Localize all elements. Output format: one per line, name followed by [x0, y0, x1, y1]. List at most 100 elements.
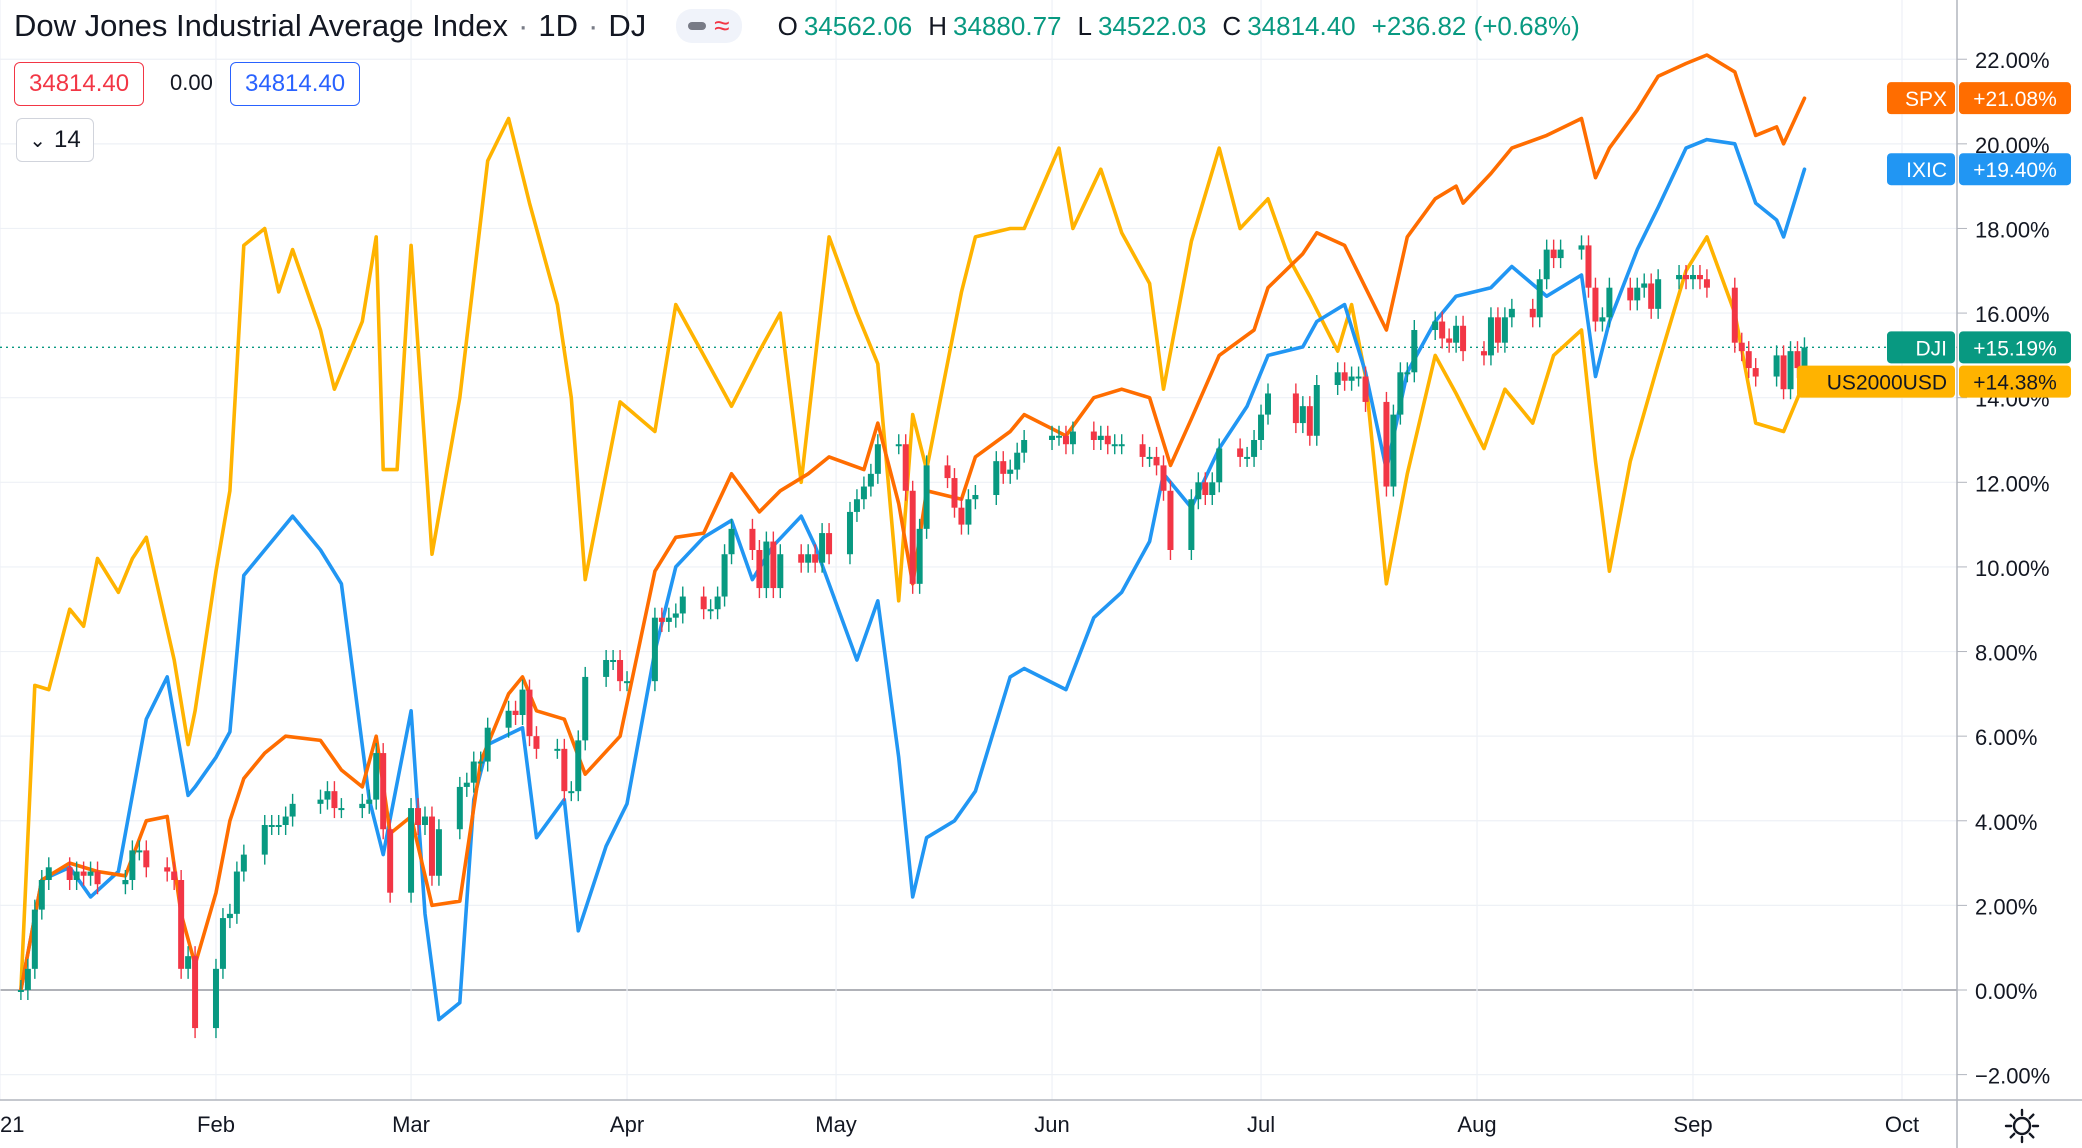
- candle-body: [1306, 406, 1313, 436]
- candle-body: [1341, 372, 1348, 381]
- candle-body: [812, 554, 819, 563]
- candle-body: [1062, 435, 1069, 445]
- settings-icon[interactable]: [2004, 1108, 2040, 1144]
- symbol-name[interactable]: Dow Jones Industrial Average Index: [14, 8, 509, 43]
- candle-body: [756, 550, 763, 589]
- badge-spx: SPX +21.08%: [1887, 82, 2071, 115]
- hide-icon[interactable]: [688, 22, 707, 30]
- candle-body: [143, 850, 150, 868]
- candle-body: [66, 867, 73, 880]
- candle-body: [1104, 435, 1111, 445]
- candle-body: [122, 880, 129, 885]
- candle-body: [826, 533, 833, 555]
- candle-body: [1787, 351, 1794, 390]
- candle-body: [1160, 465, 1167, 491]
- candle-body: [1801, 347, 1808, 369]
- candle-body: [1453, 325, 1460, 343]
- indicators-count: 14: [54, 126, 81, 153]
- candle-body: [1592, 287, 1599, 322]
- candle-body: [1634, 287, 1641, 301]
- high-label: H: [928, 10, 948, 41]
- candle-body: [853, 499, 860, 512]
- candle-body: [240, 854, 247, 872]
- ohlc-readout: O 34562.06 H 34880.77 L 34522.03 C 34814.40 …: [778, 11, 1590, 42]
- change-value: +236.82 (+0.68%): [1371, 10, 1580, 41]
- y-tick-label: −2.00%: [1975, 1064, 2050, 1089]
- candle-body: [80, 871, 87, 876]
- candle-body: [1585, 245, 1592, 288]
- candle-body: [212, 968, 219, 1029]
- series-candles-dji: [17, 235, 1808, 1039]
- y-tick-label: 4.00%: [1975, 810, 2037, 835]
- open-value: 34562.06: [803, 10, 913, 41]
- candle-body: [317, 799, 324, 804]
- sell-button[interactable]: 34814.40: [14, 62, 145, 106]
- candle-body: [94, 871, 101, 885]
- spread-value: 0.00: [170, 62, 213, 104]
- candle-body: [1446, 338, 1453, 343]
- candle-body: [136, 850, 143, 853]
- y-tick-label: 18.00%: [1975, 217, 2050, 242]
- candle-body: [261, 825, 268, 855]
- candle-body: [1487, 317, 1494, 356]
- candle-body: [219, 918, 226, 969]
- candle-body: [603, 660, 610, 677]
- y-tick-label: 0.00%: [1975, 979, 2037, 1004]
- interval-label[interactable]: 1D: [538, 8, 578, 43]
- x-tick-label: Sep: [1673, 1112, 1712, 1137]
- x-tick-label: Oct: [1885, 1112, 1919, 1137]
- candle-body: [178, 880, 185, 969]
- candle-body: [1683, 275, 1690, 280]
- candle-body: [31, 909, 38, 969]
- candle-body: [373, 753, 380, 800]
- candle-body: [1195, 482, 1202, 500]
- y-tick-label: 12.00%: [1975, 471, 2050, 496]
- candle-body: [1745, 351, 1752, 369]
- x-tick-label: 21: [0, 1112, 24, 1137]
- series-line-us2000usd: [19, 116, 1807, 992]
- candle-body: [1146, 456, 1153, 459]
- candle-body: [1550, 249, 1557, 259]
- candle-body: [721, 554, 728, 597]
- candle-body: [17, 990, 24, 992]
- candle-body: [1049, 435, 1056, 440]
- candle-body: [610, 660, 617, 662]
- candle-body: [505, 710, 512, 728]
- x-tick-label: May: [815, 1112, 857, 1137]
- candle-body: [728, 528, 735, 555]
- candle-body: [923, 465, 930, 529]
- candle-body: [582, 676, 589, 741]
- candle-body: [387, 829, 394, 893]
- candle-body: [435, 829, 442, 876]
- candle-body: [1216, 448, 1223, 483]
- candle-body: [1313, 385, 1320, 436]
- candle-body: [24, 968, 31, 990]
- badge-name-bg: [1797, 365, 1955, 398]
- approx-icon[interactable]: ≈: [714, 10, 730, 41]
- candle-body: [1021, 440, 1028, 453]
- badge-value: +14.38%: [1973, 372, 2057, 395]
- candle-body: [421, 816, 428, 825]
- candle-body: [1696, 275, 1703, 280]
- candle-body: [1404, 372, 1411, 375]
- candle-body: [1007, 469, 1014, 474]
- candle-body: [700, 596, 707, 610]
- candle-body: [874, 444, 881, 474]
- candle-body: [1299, 406, 1306, 424]
- candle-body: [1703, 279, 1710, 288]
- candle-body: [185, 956, 192, 969]
- last-value-badges: SPX +21.08% IXIC +19.40% DJI +15.19% US2000USD…: [1797, 82, 2071, 398]
- candle-body: [1432, 321, 1439, 330]
- candle-body: [1139, 444, 1146, 457]
- badge-value-bg: [1959, 82, 2071, 115]
- badge-value-bg: [1959, 365, 2071, 398]
- candle-body: [331, 791, 338, 809]
- buy-button[interactable]: 34814.40: [230, 62, 361, 106]
- chart-style-toggle[interactable]: ≈: [676, 9, 742, 43]
- candle-body: [1738, 342, 1745, 352]
- candle-body: [73, 871, 80, 880]
- indicators-toggle-button[interactable]: ⌄ 14: [16, 118, 94, 162]
- candle-body: [1460, 325, 1467, 352]
- y-tick-label: 10.00%: [1975, 556, 2050, 581]
